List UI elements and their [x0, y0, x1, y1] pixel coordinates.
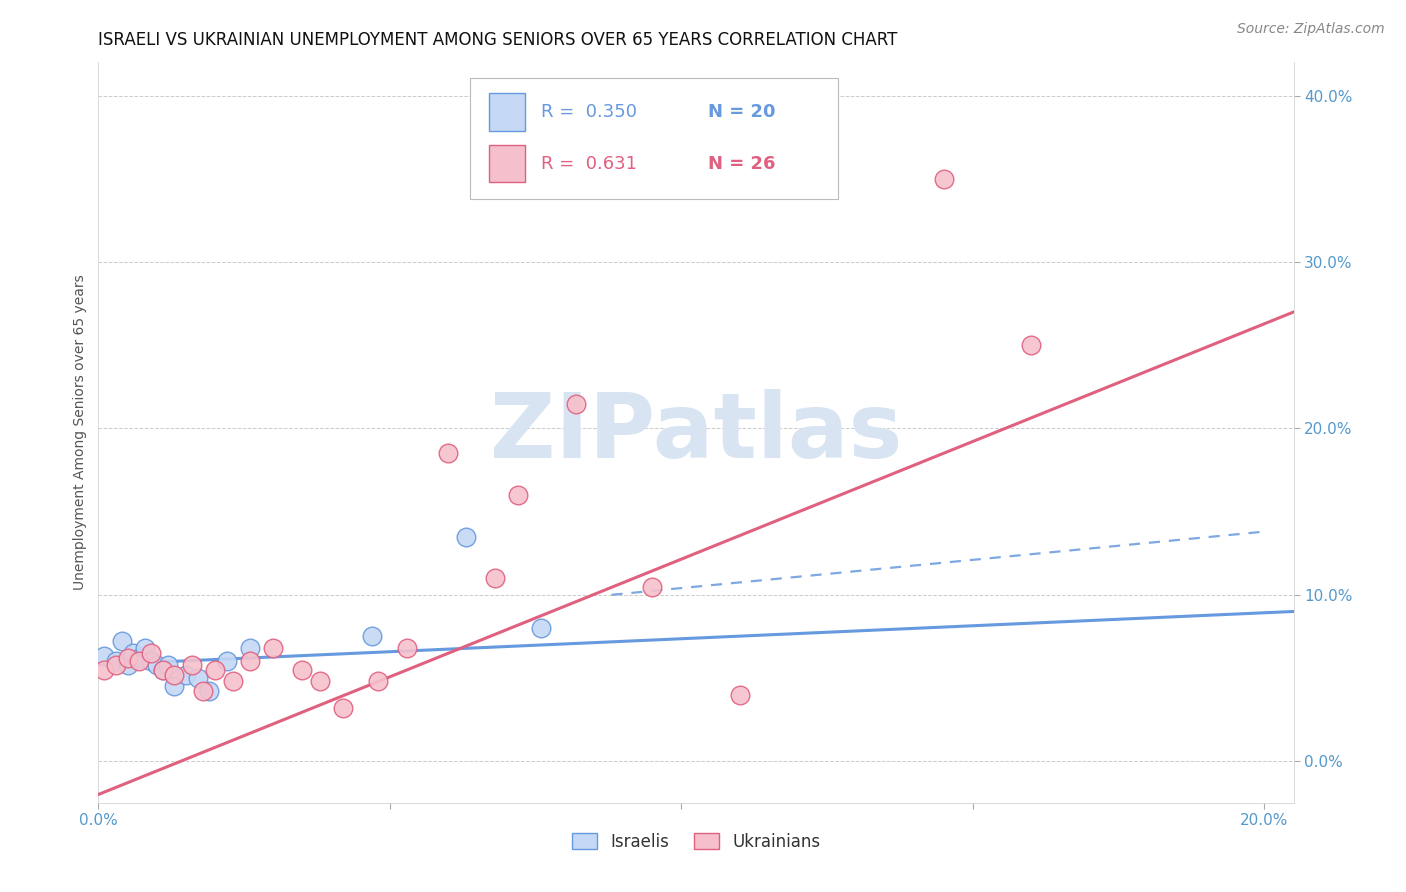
FancyBboxPatch shape: [470, 78, 838, 199]
Point: [204, 663, 226, 677]
Text: R =  0.350: R = 0.350: [541, 103, 637, 121]
Point: [139, 646, 162, 660]
Text: Source: ZipAtlas.com: Source: ZipAtlas.com: [1237, 22, 1385, 37]
Point: [117, 657, 139, 672]
Point: [104, 657, 127, 672]
Point: [641, 580, 664, 594]
Point: [163, 667, 186, 681]
Point: [117, 651, 139, 665]
Point: [361, 629, 384, 643]
Point: [180, 657, 202, 672]
Text: N = 26: N = 26: [709, 155, 776, 173]
Point: [1019, 338, 1042, 352]
Point: [530, 621, 553, 635]
Point: [437, 446, 460, 460]
Text: R =  0.631: R = 0.631: [541, 155, 637, 173]
Point: [93, 649, 115, 664]
FancyBboxPatch shape: [489, 145, 524, 182]
Point: [93, 663, 115, 677]
Point: [174, 667, 197, 681]
FancyBboxPatch shape: [489, 93, 524, 130]
Text: N = 20: N = 20: [709, 103, 776, 121]
Point: [104, 654, 127, 668]
Point: [145, 657, 167, 672]
Point: [932, 172, 955, 186]
Point: [122, 646, 145, 660]
Point: [262, 641, 284, 656]
Point: [309, 674, 332, 689]
Point: [134, 641, 156, 656]
Point: [728, 688, 751, 702]
Point: [454, 530, 477, 544]
Point: [128, 651, 150, 665]
Point: [198, 684, 221, 698]
Point: [163, 679, 186, 693]
Point: [332, 701, 354, 715]
Point: [565, 396, 588, 410]
Point: [215, 654, 238, 668]
Text: ISRAELI VS UKRAINIAN UNEMPLOYMENT AMONG SENIORS OVER 65 YEARS CORRELATION CHART: ISRAELI VS UKRAINIAN UNEMPLOYMENT AMONG …: [98, 31, 898, 49]
Point: [152, 663, 174, 677]
Point: [193, 684, 215, 698]
Point: [508, 488, 530, 502]
Point: [128, 654, 150, 668]
Point: [221, 674, 243, 689]
Legend: Israelis, Ukrainians: Israelis, Ukrainians: [565, 826, 827, 857]
Point: [239, 654, 262, 668]
Point: [139, 654, 162, 668]
Point: [396, 641, 419, 656]
Point: [484, 571, 506, 585]
Y-axis label: Unemployment Among Seniors over 65 years: Unemployment Among Seniors over 65 years: [73, 275, 87, 591]
Point: [291, 663, 314, 677]
Point: [157, 657, 180, 672]
Point: [186, 671, 208, 685]
Point: [111, 634, 134, 648]
Point: [367, 674, 389, 689]
Text: ZIPatlas: ZIPatlas: [489, 389, 903, 476]
Point: [239, 641, 262, 656]
Point: [152, 663, 174, 677]
